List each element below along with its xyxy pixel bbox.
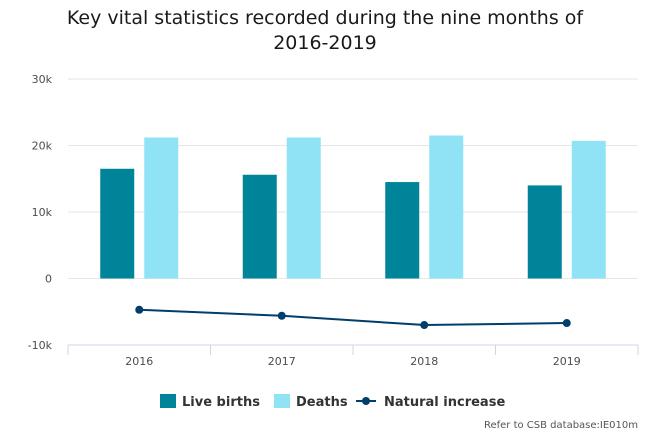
legend-label: Live births <box>182 395 260 410</box>
bar-live-births[interactable] <box>385 182 420 279</box>
bar-live-births[interactable] <box>527 185 562 279</box>
y-tick-label: 10k <box>32 206 53 219</box>
x-tick-label: 2019 <box>553 355 581 368</box>
chart-title-line-2: 2016-2019 <box>273 32 377 54</box>
point-natural-increase[interactable] <box>135 305 144 314</box>
x-tick-label: 2017 <box>268 355 296 368</box>
bar-live-births[interactable] <box>100 168 135 279</box>
y-tick-label: 0 <box>45 273 52 286</box>
bar-deaths[interactable] <box>429 135 464 279</box>
point-natural-increase[interactable] <box>420 321 429 330</box>
legend-swatch <box>274 394 290 408</box>
legend[interactable]: Live births Deaths Natural increase <box>160 394 505 410</box>
legend-label: Deaths <box>296 395 348 410</box>
chart-title: Key vital statistics recorded during the… <box>0 6 650 56</box>
chart-title-line-1: Key vital statistics recorded during the… <box>66 7 584 29</box>
legend-swatch-marker <box>362 397 370 405</box>
bar-live-births[interactable] <box>242 174 277 279</box>
y-tick-label: -10k <box>28 339 53 352</box>
line-natural-increase[interactable] <box>139 308 567 327</box>
y-tick-label: 20k <box>32 140 53 153</box>
bar-deaths[interactable] <box>286 137 321 279</box>
y-tick-label: 30k <box>32 73 53 86</box>
legend-label: Natural increase <box>384 395 505 410</box>
axis-layer: 30k 20k 10k 0 -10k 2016 2017 2018 2019 <box>28 73 639 368</box>
bar-deaths[interactable] <box>571 140 606 279</box>
x-tick-label: 2016 <box>125 355 153 368</box>
point-natural-increase[interactable] <box>277 311 286 320</box>
legend-swatch <box>160 394 176 408</box>
line-layer <box>135 305 571 330</box>
point-natural-increase[interactable] <box>562 319 571 328</box>
x-tick-label: 2018 <box>410 355 438 368</box>
legend-item-natural-increase[interactable]: Natural increase <box>356 395 505 410</box>
legend-item-live-births[interactable]: Live births <box>160 394 260 410</box>
bar-deaths[interactable] <box>144 137 179 279</box>
credit-text[interactable]: Refer to CSB database:IE010m <box>484 420 638 431</box>
bar-layer <box>100 135 606 279</box>
legend-item-deaths[interactable]: Deaths <box>274 394 348 410</box>
